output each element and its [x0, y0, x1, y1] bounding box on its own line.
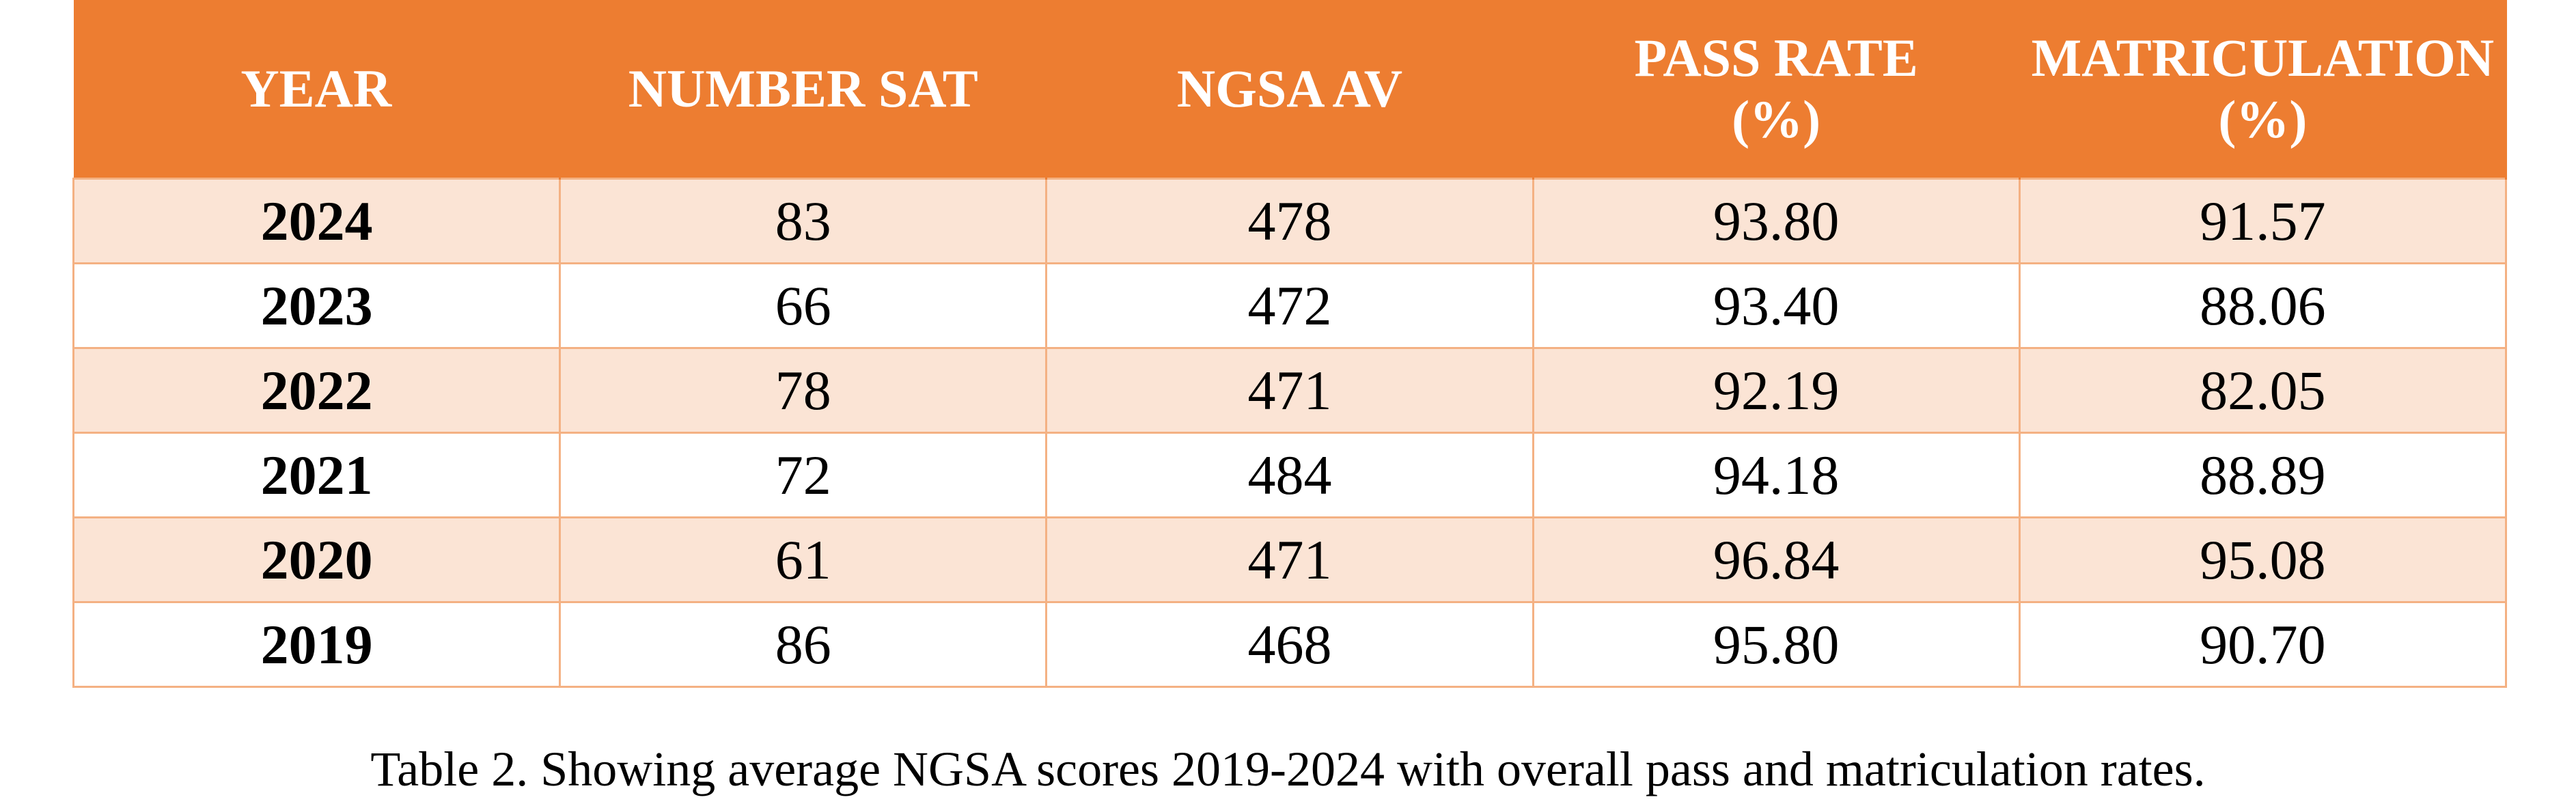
- table-cell: 2024: [72, 178, 562, 264]
- header-cell: YEAR: [73, 0, 562, 179]
- table-cell: 472: [1045, 262, 1534, 349]
- table-body: 2024 83 478 93.80 91.57 2023 66 472 93.40 88.06 20…: [72, 178, 2508, 688]
- table-cell: 91.57: [2018, 178, 2508, 264]
- header-cell: NUMBER SAT: [559, 0, 1048, 179]
- table-cell: 2022: [72, 347, 562, 434]
- table-cell: 88.06: [2018, 262, 2508, 349]
- table-cell: 90.70: [2018, 601, 2508, 688]
- header-cell: MATRICULATION (%): [2019, 0, 2508, 179]
- table-row: 2021 72 484 94.18 88.89: [72, 432, 2508, 518]
- table-row: 2020 61 471 96.84 95.08: [72, 516, 2508, 603]
- table-cell: 83: [559, 178, 1048, 264]
- table-row: 2023 66 472 93.40 88.06: [72, 262, 2508, 349]
- table-row: 2022 78 471 92.19 82.05: [72, 347, 2508, 434]
- table-cell: 96.84: [1532, 516, 2021, 603]
- table-cell: 61: [559, 516, 1048, 603]
- table-cell: 2019: [72, 601, 562, 688]
- table-cell: 484: [1045, 432, 1534, 518]
- table-cell: 88.89: [2018, 432, 2508, 518]
- table-cell: 66: [559, 262, 1048, 349]
- table-cell: 93.80: [1532, 178, 2021, 264]
- table-row: 2024 83 478 93.80 91.57: [72, 178, 2508, 264]
- table-cell: 82.05: [2018, 347, 2508, 434]
- table-cell: 2021: [72, 432, 562, 518]
- table-cell: 2020: [72, 516, 562, 603]
- table-cell: 94.18: [1532, 432, 2021, 518]
- table-cell: 478: [1045, 178, 1534, 264]
- header-cell: NGSA AV: [1046, 0, 1534, 179]
- caption: Table 2. Showing average NGSA scores 201…: [370, 742, 2206, 796]
- table-cell: 471: [1045, 347, 1534, 434]
- table-cell: 92.19: [1532, 347, 2021, 434]
- table-cell: 468: [1045, 601, 1534, 688]
- table-cell: 95.08: [2018, 516, 2508, 603]
- header-cell: PASS RATE (%): [1533, 0, 2021, 179]
- table-cell: 2023: [72, 262, 562, 349]
- header-row: YEAR NUMBER SAT NGSA AV PASS RATE (%) MATRIC…: [73, 0, 2508, 179]
- table-cell: 86: [559, 601, 1048, 688]
- table-cell: 471: [1045, 516, 1534, 603]
- table-cell: 72: [559, 432, 1048, 518]
- table-cell: 95.80: [1532, 601, 2021, 688]
- table-cell: 78: [559, 347, 1048, 434]
- data-table: YEAR NUMBER SAT NGSA AV PASS RATE (%) MATRIC…: [72, 0, 2508, 688]
- table-cell: 93.40: [1532, 262, 2021, 349]
- table-row: 2019 86 468 95.80 90.70: [72, 601, 2508, 688]
